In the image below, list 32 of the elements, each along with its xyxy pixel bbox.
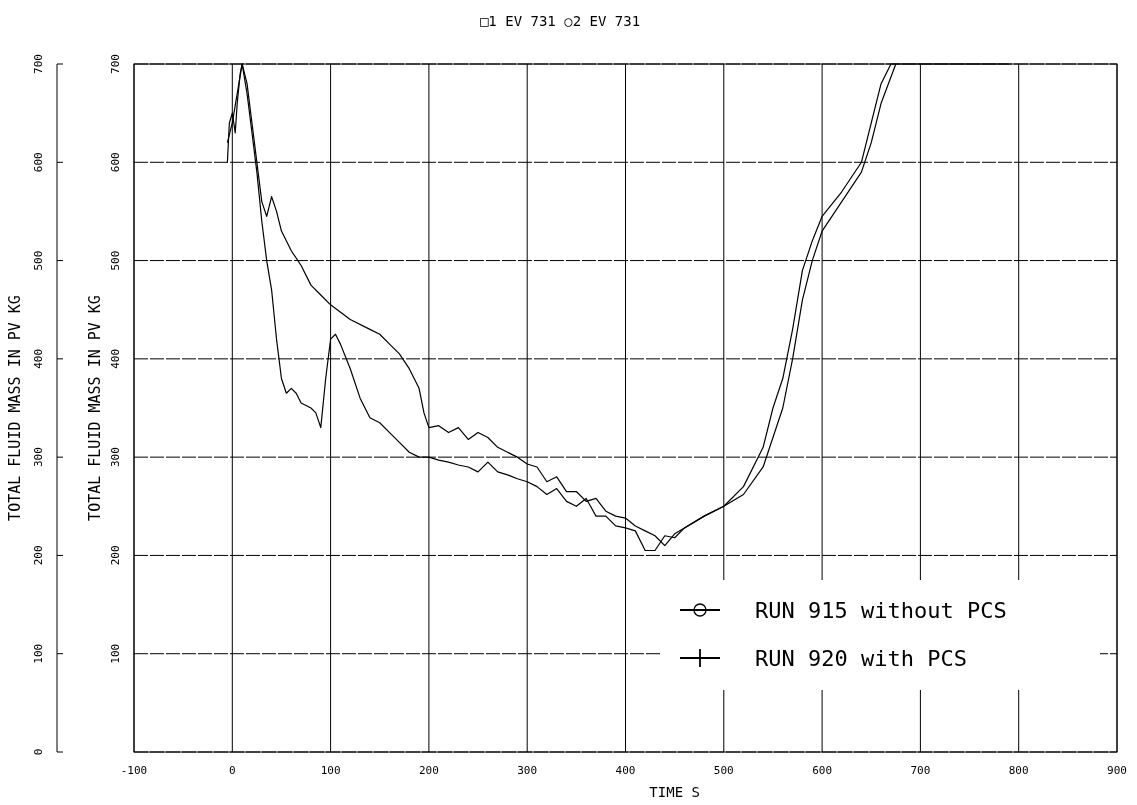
y-axis-title: TOTAL FLUID MASS IN PV KG xyxy=(6,295,24,521)
x-tick-label: 0 xyxy=(228,764,236,777)
y-tick-label: 400 xyxy=(32,348,45,369)
y2-tick-label: 300 xyxy=(109,447,122,468)
y2-tick-label: 600 xyxy=(109,152,122,173)
y-tick-label: 300 xyxy=(32,447,45,468)
y-tick-label: 700 xyxy=(32,54,45,74)
x-tick-label: 200 xyxy=(418,764,439,777)
y-tick-label: 100 xyxy=(32,643,45,664)
x-axis-title: TIME S xyxy=(649,784,700,800)
chart-title: □1 EV 731 ○2 EV 731 xyxy=(479,13,641,29)
x-tick-label: 300 xyxy=(517,764,538,777)
y2-tick-label: 500 xyxy=(109,250,122,271)
legend-label: RUN 915 without PCS xyxy=(755,598,1007,623)
x-tick-label: -100 xyxy=(120,764,148,777)
x-tick-label: 600 xyxy=(812,764,833,777)
y2-tick-label: 400 xyxy=(109,348,122,369)
y2-tick-label: 700 xyxy=(109,54,122,74)
y-tick-label: 600 xyxy=(32,152,45,173)
x-tick-label: 800 xyxy=(1008,764,1029,777)
y-tick-label: 0 xyxy=(32,748,45,756)
x-tick-label: 400 xyxy=(615,764,636,777)
x-tick-label: 500 xyxy=(713,764,734,777)
y2-tick-label: 100 xyxy=(109,643,122,664)
x-tick-label: 700 xyxy=(910,764,931,777)
legend-label: RUN 920 with PCS xyxy=(755,646,967,671)
y2-tick-label: 200 xyxy=(109,545,122,566)
y-tick-label: 500 xyxy=(32,250,45,271)
x-tick-label: 100 xyxy=(320,764,341,777)
y-tick-label: 200 xyxy=(32,545,45,566)
y2-axis-title: TOTAL FLUID MASS IN PV KG xyxy=(86,295,104,521)
x-tick-label: 900 xyxy=(1107,764,1127,777)
